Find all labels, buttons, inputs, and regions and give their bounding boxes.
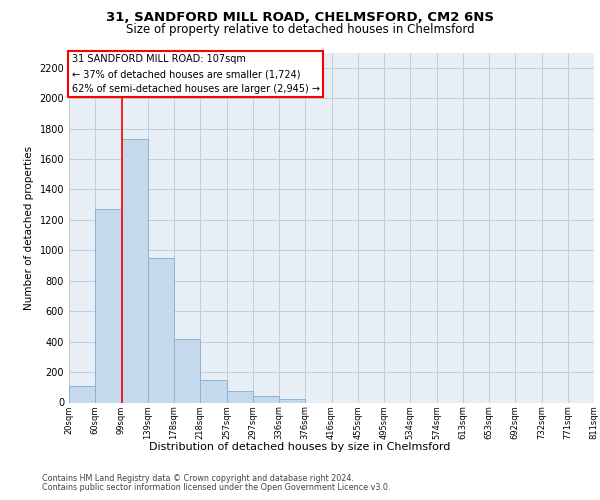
Bar [69,386,95,402]
Bar [121,139,148,402]
Bar [174,340,200,402]
Text: Contains public sector information licensed under the Open Government Licence v3: Contains public sector information licen… [42,484,391,492]
Text: 31, SANDFORD MILL ROAD, CHELMSFORD, CM2 6NS: 31, SANDFORD MILL ROAD, CHELMSFORD, CM2 … [106,11,494,24]
Bar [279,398,305,402]
Bar [227,391,253,402]
Bar [95,209,121,402]
Text: 31 SANDFORD MILL ROAD: 107sqm
← 37% of detached houses are smaller (1,724)
62% o: 31 SANDFORD MILL ROAD: 107sqm ← 37% of d… [71,54,320,94]
Text: Contains HM Land Registry data © Crown copyright and database right 2024.: Contains HM Land Registry data © Crown c… [42,474,354,483]
Text: Size of property relative to detached houses in Chelmsford: Size of property relative to detached ho… [125,22,475,36]
Text: Distribution of detached houses by size in Chelmsford: Distribution of detached houses by size … [149,442,451,452]
Bar [253,396,279,402]
Y-axis label: Number of detached properties: Number of detached properties [24,146,34,310]
Bar [148,258,174,402]
Bar [200,380,227,402]
